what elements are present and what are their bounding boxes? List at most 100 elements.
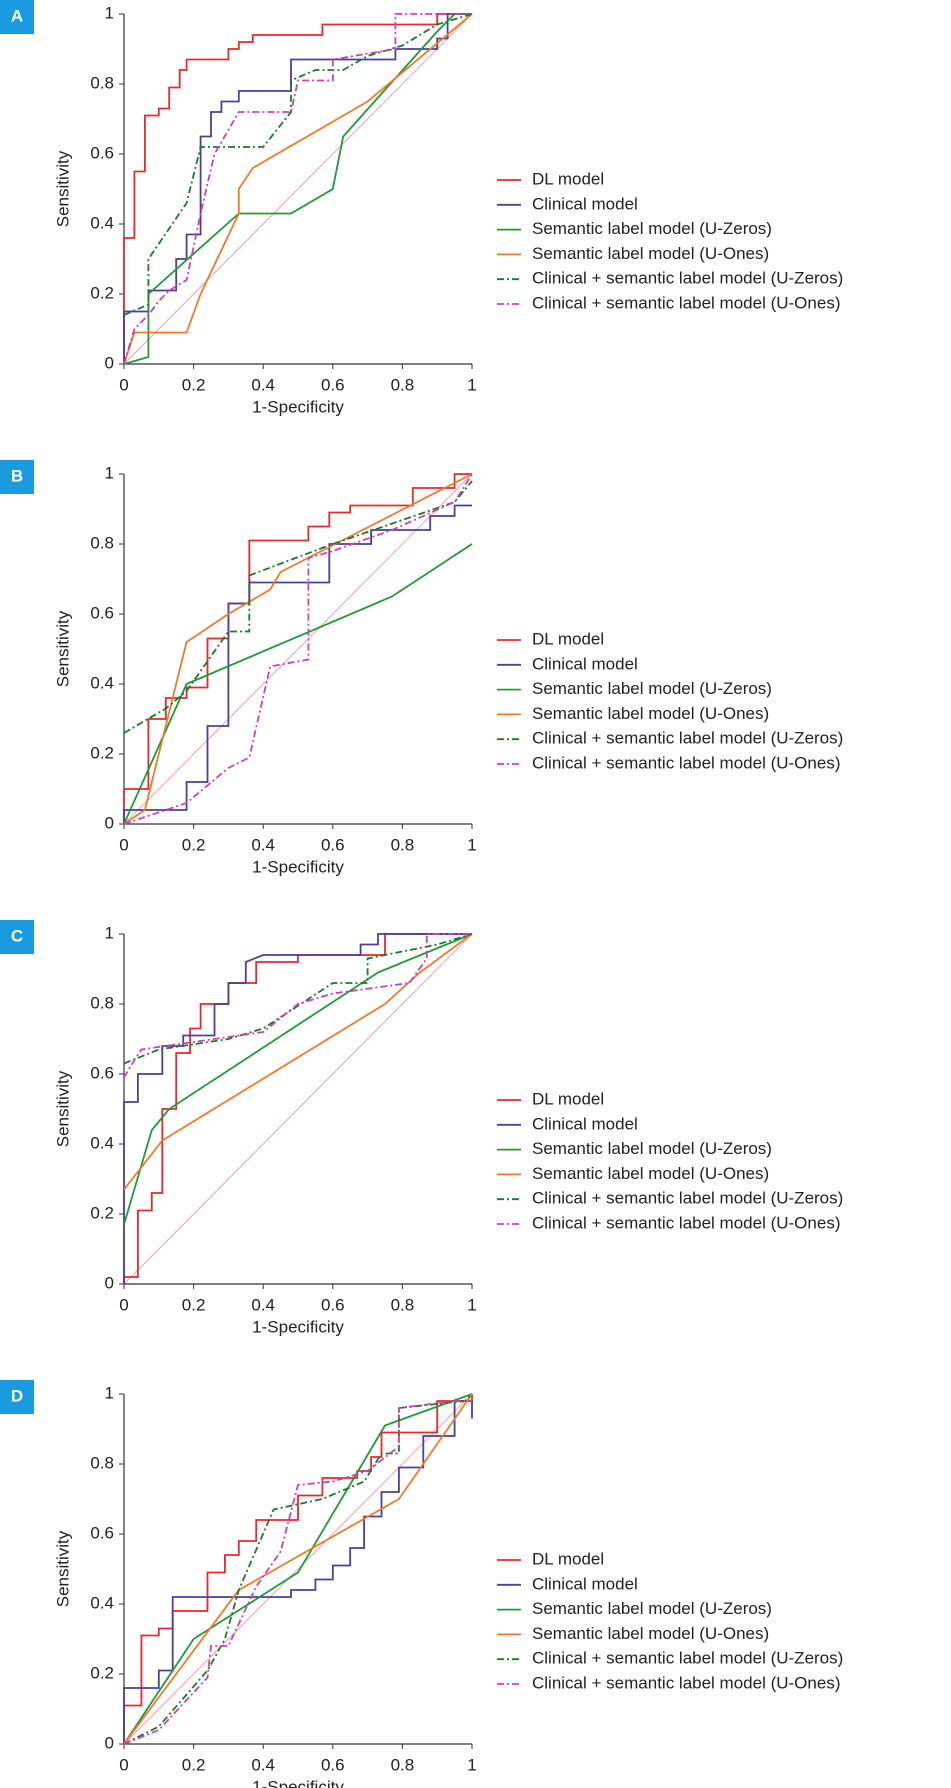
y-tick-label: 0.6 [90, 1063, 114, 1082]
x-tick-label: 0 [119, 1755, 128, 1774]
legend-label: Semantic label model (U-Zeros) [532, 1139, 772, 1158]
panel-label-box [0, 0, 34, 34]
roc-curve [123, 933, 472, 1078]
x-axis-label: 1-Specificity [252, 1317, 344, 1336]
legend-label: Clinical model [532, 1574, 638, 1593]
y-tick-label: 1 [105, 923, 114, 942]
panel-label: A [11, 6, 23, 25]
roc-curve [123, 13, 472, 365]
x-tick-label: 1 [467, 1295, 476, 1314]
y-tick-label: 0.4 [90, 213, 114, 232]
y-tick-label: 0.4 [90, 1133, 114, 1152]
x-tick-label: 0 [119, 1295, 128, 1314]
reference-line [123, 933, 473, 1285]
legend-label: Semantic label model (U-Ones) [532, 1164, 769, 1183]
y-axis-label: Sensitivity [53, 150, 72, 227]
legend-label: Clinical model [532, 1114, 638, 1133]
roc-curve [123, 1400, 472, 1745]
legend-label: DL model [532, 169, 604, 188]
legend-label: Semantic label model (U-Zeros) [532, 219, 772, 238]
x-tick-label: 1 [467, 375, 476, 394]
y-tick-label: 0.8 [90, 993, 114, 1012]
legend-label: Semantic label model (U-Ones) [532, 1624, 769, 1643]
y-tick-label: 0 [105, 1733, 114, 1752]
roc-curve [123, 473, 473, 825]
y-tick-label: 0.4 [90, 1593, 114, 1612]
roc-curve [123, 933, 473, 1191]
x-tick-label: 0.4 [251, 835, 275, 854]
roc-curve [123, 1393, 473, 1745]
legend-label: Semantic label model (U-Zeros) [532, 1599, 772, 1618]
x-tick-label: 0.2 [182, 1295, 206, 1314]
roc-curve [123, 543, 473, 825]
legend-label: Clinical + semantic label model (U-Ones) [532, 1673, 840, 1692]
y-tick-label: 0 [105, 813, 114, 832]
x-tick-label: 0 [119, 835, 128, 854]
y-axis-label: Sensitivity [53, 610, 72, 687]
x-tick-label: 0.6 [321, 1755, 345, 1774]
y-tick-label: 0.8 [90, 1453, 114, 1472]
x-tick-label: 0.8 [391, 1295, 415, 1314]
x-axis-label: 1-Specificity [252, 397, 344, 416]
y-tick-label: 0.6 [90, 143, 114, 162]
legend-label: Semantic label model (U-Zeros) [532, 679, 772, 698]
y-tick-label: 0.6 [90, 1523, 114, 1542]
roc-curve [123, 13, 473, 365]
x-tick-label: 0.8 [391, 835, 415, 854]
legend-label: Clinical + semantic label model (U-Zeros… [532, 729, 843, 748]
x-tick-label: 0 [119, 375, 128, 394]
legend-label: Semantic label model (U-Ones) [532, 704, 769, 723]
roc-curve [123, 1393, 473, 1745]
x-tick-label: 0.8 [391, 1755, 415, 1774]
y-tick-label: 0 [105, 353, 114, 372]
x-tick-label: 1 [467, 835, 476, 854]
x-tick-label: 0.4 [251, 1755, 275, 1774]
legend-label: Clinical + semantic label model (U-Ones) [532, 293, 840, 312]
legend-label: Clinical + semantic label model (U-Ones) [532, 1213, 840, 1232]
legend-label: Clinical model [532, 194, 638, 213]
panel-label: D [11, 1386, 23, 1405]
legend-label: Semantic label model (U-Ones) [532, 244, 769, 263]
y-tick-label: 0.2 [90, 1663, 114, 1682]
x-tick-label: 0.8 [391, 375, 415, 394]
y-tick-label: 0.2 [90, 1203, 114, 1222]
reference-line [123, 1393, 473, 1745]
y-tick-label: 1 [105, 3, 114, 22]
x-tick-label: 0.6 [321, 375, 345, 394]
panel-label: C [11, 926, 23, 945]
panel-label-box [0, 920, 34, 954]
x-tick-label: 0.4 [251, 1295, 275, 1314]
roc-curve [123, 933, 473, 1225]
legend-label: Clinical + semantic label model (U-Zeros… [532, 269, 843, 288]
panel-label-box [0, 1380, 34, 1414]
roc-curve [123, 13, 472, 364]
y-tick-label: 0.6 [90, 603, 114, 622]
legend-label: DL model [532, 1089, 604, 1108]
roc-curve [123, 13, 472, 365]
x-axis-label: 1-Specificity [252, 857, 344, 876]
y-tick-label: 0 [105, 1273, 114, 1292]
x-tick-label: 0.6 [321, 835, 345, 854]
panel-label-box [0, 460, 34, 494]
x-tick-label: 0.2 [182, 835, 206, 854]
x-tick-label: 0.2 [182, 375, 206, 394]
legend-label: Clinical + semantic label model (U-Zeros… [532, 1189, 843, 1208]
y-tick-label: 0.2 [90, 743, 114, 762]
y-tick-label: 0.2 [90, 283, 114, 302]
y-tick-label: 1 [105, 1383, 114, 1402]
legend-label: DL model [532, 629, 604, 648]
y-tick-label: 1 [105, 463, 114, 482]
roc-curve [123, 933, 473, 1065]
reference-line [123, 473, 473, 825]
panel-label: B [11, 466, 23, 485]
roc-curve [123, 13, 473, 316]
roc-curve [123, 473, 473, 825]
roc-curve [123, 933, 472, 1284]
y-axis-label: Sensitivity [53, 1530, 72, 1607]
roc-curve [123, 933, 472, 1284]
roc-curve [123, 480, 473, 734]
legend-label: Clinical model [532, 654, 638, 673]
y-tick-label: 0.4 [90, 673, 114, 692]
